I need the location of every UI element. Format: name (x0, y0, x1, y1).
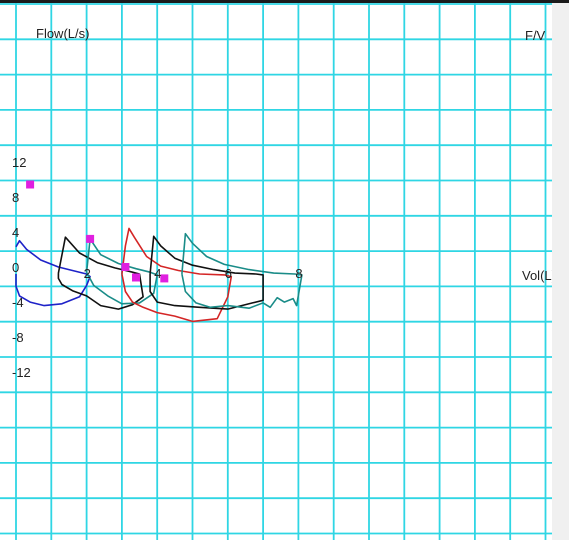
flow-volume-loop-5 (149, 235, 264, 310)
marker-point (121, 263, 130, 271)
x-tick-label: 6 (225, 266, 232, 281)
curves (15, 227, 303, 323)
top-border (0, 0, 569, 3)
right-panel-edge (552, 0, 569, 540)
marker-point (26, 180, 35, 189)
x-tick-label: 2 (84, 266, 91, 281)
x-axis-label: Vol(L) (522, 268, 556, 283)
x-tick-label: 4 (154, 266, 161, 281)
tick-labels: 12 8 4 0 -4 -8 -12 2 4 6 8 (12, 155, 303, 380)
x-tick-label: 8 (295, 266, 302, 281)
y-tick-label: 12 (12, 155, 26, 170)
chart-title: F/V (525, 28, 546, 43)
y-tick-label: -8 (12, 330, 24, 345)
flow-volume-loop-3 (85, 238, 158, 305)
marker-point (86, 234, 95, 243)
flow-volume-loop-6 (181, 232, 303, 309)
marker-point (160, 274, 169, 283)
y-tick-label: 8 (12, 190, 19, 205)
y-tick-label: 0 (12, 260, 19, 275)
grid (0, 0, 552, 540)
y-axis-label: Flow(L/s) (36, 26, 89, 41)
marker-point (132, 273, 140, 282)
flow-volume-loop-1 (15, 239, 91, 307)
y-tick-label: -12 (12, 365, 31, 380)
flow-volume-loop-4 (121, 227, 233, 323)
markers (26, 180, 169, 283)
y-tick-label: 4 (12, 225, 19, 240)
y-tick-label: -4 (12, 295, 24, 310)
